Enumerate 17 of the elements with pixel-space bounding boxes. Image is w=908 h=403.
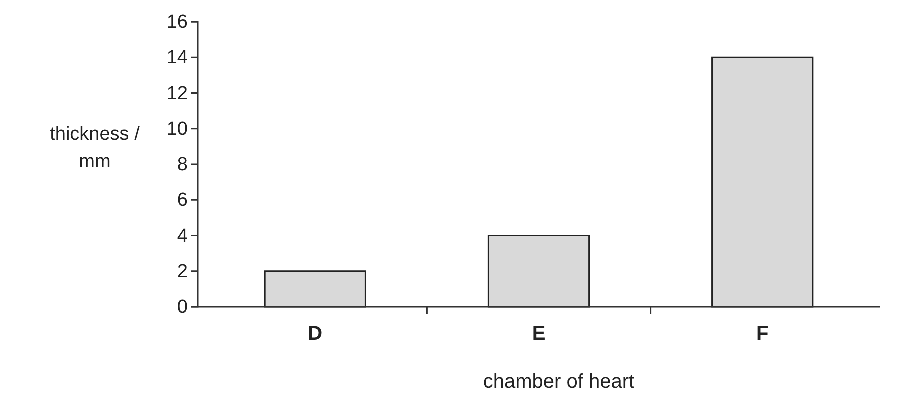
y-tick-label: 16 [166,12,188,34]
x-tick-label: F [756,323,769,345]
bar [264,270,366,308]
y-tick-label: 0 [177,297,188,318]
y-axis-title: thickness / mm [50,124,141,173]
bar [488,235,590,308]
y-tick-label: 6 [177,190,188,212]
y-tick-label: 4 [177,226,188,247]
y-tick-label: 8 [177,154,188,176]
x-axis-title: chamber of heart [483,371,636,393]
y-tick-label: 12 [166,83,188,104]
y-tick-label: 2 [177,261,188,282]
y-tick-label: 14 [166,48,188,69]
x-tick-label: E [532,323,546,345]
bar [712,56,814,308]
y-tick-label: 10 [166,118,188,140]
x-tick-label: D [308,323,323,345]
